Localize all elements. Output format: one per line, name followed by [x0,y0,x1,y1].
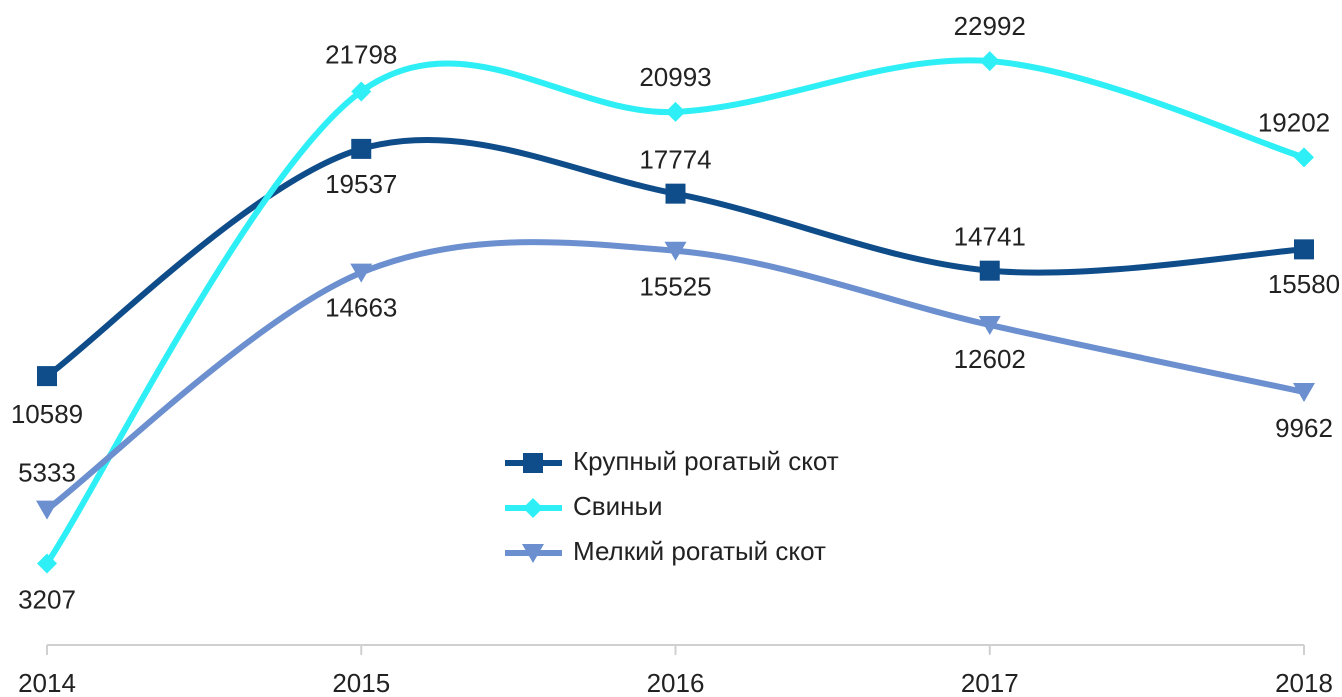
marker [665,101,686,122]
legend-marker [522,544,544,563]
data-label: 19202 [1258,107,1330,137]
marker [979,260,1000,281]
legend-label: Свиньи [573,491,663,521]
legend-label: Крупный рогатый скот [573,446,839,476]
data-label: 19537 [325,169,397,199]
marker [1294,147,1314,168]
data-label: 20993 [639,62,711,92]
x-tick-label: 2018 [1275,668,1333,697]
marker [1294,239,1314,260]
marker [351,138,372,159]
legend-marker [523,453,543,473]
legend-label: Мелкий рогатый скот [573,536,826,566]
x-tick-label: 2015 [332,668,390,697]
x-tick-label: 2017 [961,668,1019,697]
data-label: 10589 [11,399,83,429]
x-tick-label: 2014 [18,668,76,697]
data-label: 3207 [18,584,76,614]
marker [37,366,57,387]
data-label: 15580 [1268,269,1340,299]
marker [36,500,58,520]
data-label: 22992 [954,11,1026,41]
marker [350,263,373,283]
x-tick-label: 2016 [647,668,705,697]
data-label: 21798 [325,39,397,69]
data-label: 14663 [325,293,397,323]
data-label: 5333 [18,457,76,487]
marker [665,183,686,204]
series-line [44,57,1307,567]
marker [1293,383,1315,403]
marker [979,51,1000,72]
data-label: 17774 [639,145,711,175]
marker [664,241,687,261]
data-label: 14741 [954,222,1026,252]
data-label: 15525 [639,272,711,302]
legend-marker [523,498,543,518]
marker [978,315,1001,335]
data-label: 12602 [954,344,1026,374]
marker [37,553,57,574]
marker [351,81,372,102]
data-label: 9962 [1275,413,1333,443]
